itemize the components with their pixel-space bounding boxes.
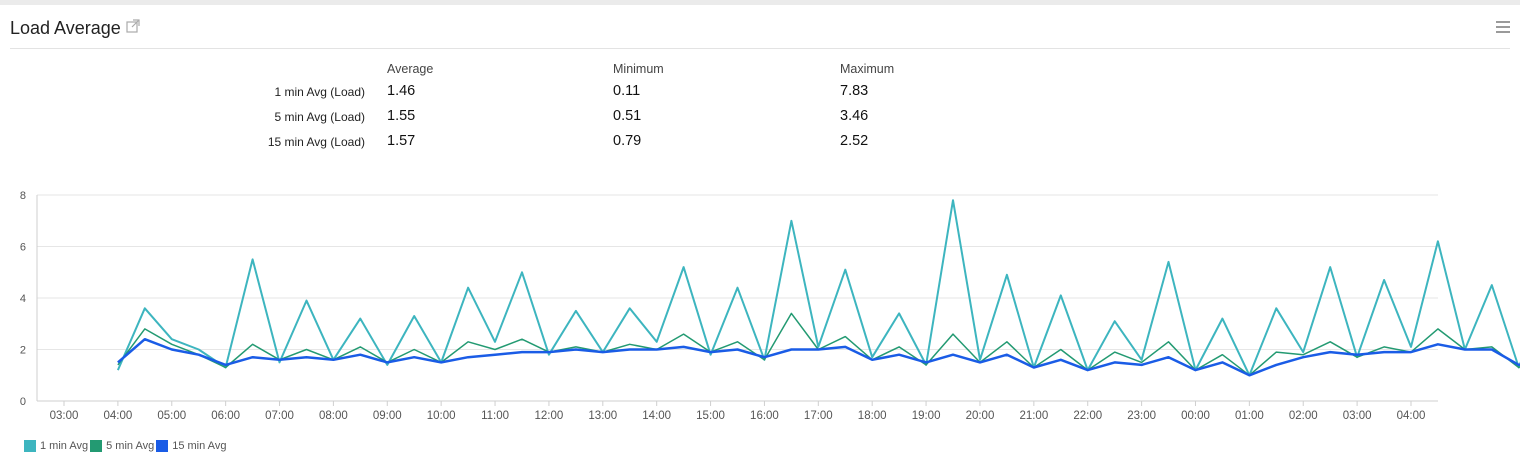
x-tick-label: 07:00	[265, 410, 294, 422]
x-tick-label: 13:00	[588, 410, 617, 422]
header-minimum: Minimum	[613, 62, 664, 76]
x-tick-label: 00:00	[1181, 410, 1210, 422]
series-15min-line	[117, 337, 1520, 377]
value-1min-average: 1.46	[387, 83, 416, 99]
stats-table: Average Minimum Maximum 1 min Avg (Load)…	[0, 0, 1000, 160]
legend-swatch-15min	[156, 440, 169, 452]
x-tick-label: 01:00	[1235, 410, 1264, 422]
row-label-15min: 15 min Avg (Load)	[267, 135, 365, 149]
x-tick-label: 22:00	[1073, 410, 1102, 422]
x-tick-label: 20:00	[966, 410, 995, 422]
value-1min-maximum: 7.83	[840, 83, 869, 99]
legend-item-1min[interactable]: 1 min Avg	[24, 440, 88, 452]
top-strip	[0, 0, 1520, 5]
x-tick-label: 03:00	[50, 410, 79, 422]
x-tick-label: 05:00	[157, 410, 186, 422]
x-tick-label: 19:00	[912, 410, 941, 422]
value-1min-minimum: 0.11	[613, 83, 641, 99]
x-tick-label: 17:00	[804, 410, 833, 422]
y-tick-label: 0	[20, 396, 26, 408]
legend-label-15min: 15 min Avg	[172, 440, 227, 452]
series-1min-line	[116, 199, 1520, 377]
legend-label-1min: 1 min Avg	[40, 440, 89, 452]
row-label-1min: 1 min Avg (Load)	[274, 85, 366, 99]
x-tick-label: 03:00	[1343, 410, 1372, 422]
y-tick-label: 2	[20, 345, 26, 357]
value-15min-maximum: 2.52	[840, 133, 869, 149]
x-tick-label: 16:00	[750, 410, 779, 422]
x-tick-label: 21:00	[1019, 410, 1048, 422]
row-label-5min: 5 min Avg (Load)	[274, 110, 366, 124]
value-5min-average: 1.55	[387, 108, 416, 124]
x-tick-label: 11:00	[481, 410, 509, 422]
series-5min-line	[117, 312, 1520, 377]
panel-header: Load Average	[10, 14, 1510, 49]
external-link-icon[interactable]	[126, 19, 140, 33]
x-tick-label: 09:00	[373, 410, 402, 422]
value-15min-average: 1.57	[387, 133, 416, 149]
x-tick-label: 23:00	[1127, 410, 1156, 422]
panel-title: Load Average	[10, 18, 121, 38]
legend-item-5min[interactable]: 5 min Avg	[90, 440, 154, 452]
x-tick-label: 18:00	[858, 410, 887, 422]
legend-label-5min: 5 min Avg	[106, 440, 155, 452]
x-tick-label: 10:00	[427, 410, 456, 422]
x-tick-label: 04:00	[1397, 410, 1426, 422]
x-tick-label: 15:00	[696, 410, 725, 422]
x-tick-label: 12:00	[535, 410, 564, 422]
x-tick-label: 04:00	[103, 410, 132, 422]
value-15min-minimum: 0.79	[613, 133, 642, 149]
chart-legend: 1 min Avg 5 min Avg 15 min Avg	[24, 440, 228, 452]
value-5min-minimum: 0.51	[613, 108, 642, 124]
legend-item-15min[interactable]: 15 min Avg	[156, 440, 226, 452]
header-maximum: Maximum	[840, 62, 895, 76]
y-tick-label: 6	[20, 242, 26, 254]
legend-swatch-1min	[24, 440, 36, 452]
x-tick-label: 02:00	[1289, 410, 1318, 422]
header-average: Average	[387, 62, 434, 76]
x-tick-label: 06:00	[211, 410, 240, 422]
x-tick-label: 08:00	[319, 410, 348, 422]
hamburger-menu-icon[interactable]	[1496, 21, 1510, 33]
x-tick-label: 14:00	[642, 410, 671, 422]
y-tick-label: 8	[20, 190, 26, 202]
load-average-chart: 0 2 4 6 8 03:00 04:00 05:00 06:00 07:00 08:00 09:00…	[20, 190, 1520, 422]
value-5min-maximum: 3.46	[840, 108, 869, 124]
y-tick-label: 4	[20, 293, 26, 305]
legend-swatch-5min	[90, 440, 103, 452]
